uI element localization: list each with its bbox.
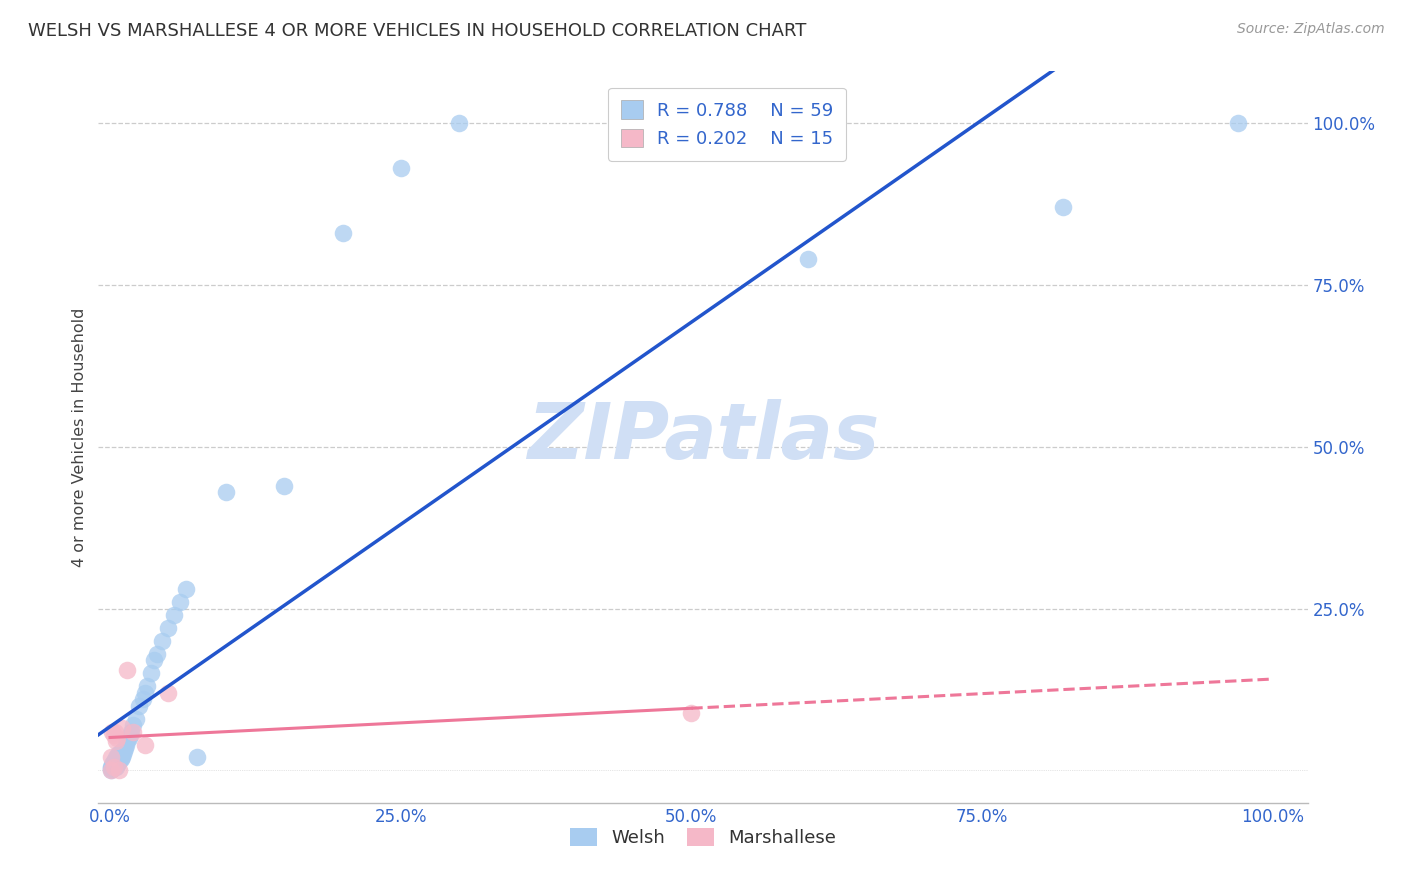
Point xyxy=(103,760,125,774)
Point xyxy=(105,754,128,768)
Point xyxy=(108,764,131,778)
Point xyxy=(100,762,122,776)
Point xyxy=(104,754,127,768)
Point xyxy=(105,750,128,764)
Point xyxy=(186,750,208,764)
Point xyxy=(117,734,139,748)
Point xyxy=(128,698,150,713)
Point xyxy=(110,745,132,759)
Point xyxy=(107,747,129,762)
Point xyxy=(111,747,134,762)
Point xyxy=(105,756,128,771)
Point xyxy=(145,647,167,661)
Point xyxy=(103,728,125,742)
Point xyxy=(150,634,173,648)
Point xyxy=(104,760,127,774)
Point xyxy=(103,760,125,774)
Point xyxy=(174,582,197,597)
Point xyxy=(157,621,180,635)
Point xyxy=(100,764,122,778)
Point xyxy=(157,686,180,700)
Point xyxy=(112,744,135,758)
Point xyxy=(163,608,186,623)
Point xyxy=(100,764,122,778)
Point xyxy=(447,116,470,130)
Point xyxy=(118,728,141,742)
Point xyxy=(101,724,124,739)
Point xyxy=(104,734,127,748)
Point xyxy=(122,718,145,732)
Y-axis label: 4 or more Vehicles in Household: 4 or more Vehicles in Household xyxy=(72,308,87,566)
Point xyxy=(111,744,134,758)
Point xyxy=(107,752,129,766)
Point xyxy=(110,752,132,766)
Point xyxy=(122,724,145,739)
Point xyxy=(104,754,127,768)
Point xyxy=(101,760,124,774)
Point xyxy=(134,686,156,700)
Point xyxy=(101,756,124,771)
Point xyxy=(115,738,138,752)
Text: WELSH VS MARSHALLESE 4 OR MORE VEHICLES IN HOUSEHOLD CORRELATION CHART: WELSH VS MARSHALLESE 4 OR MORE VEHICLES … xyxy=(28,22,807,40)
Point xyxy=(169,595,191,609)
Point xyxy=(101,762,124,776)
Point xyxy=(139,666,162,681)
Text: Source: ZipAtlas.com: Source: ZipAtlas.com xyxy=(1237,22,1385,37)
Point xyxy=(104,750,127,764)
Point xyxy=(100,750,122,764)
Point xyxy=(105,731,128,745)
Point xyxy=(104,724,127,739)
Point xyxy=(111,722,134,736)
Point xyxy=(108,754,131,768)
Point xyxy=(103,758,125,772)
Point xyxy=(143,653,166,667)
Point xyxy=(104,758,127,772)
Point xyxy=(120,724,142,739)
Point xyxy=(131,692,153,706)
Point xyxy=(107,756,129,770)
Point xyxy=(108,747,131,762)
Point xyxy=(796,252,818,266)
Point xyxy=(332,226,354,240)
Point xyxy=(136,679,159,693)
Point xyxy=(104,756,127,771)
Point xyxy=(1052,200,1074,214)
Point xyxy=(104,760,127,774)
Legend: Welsh, Marshallese: Welsh, Marshallese xyxy=(561,819,845,856)
Point xyxy=(681,706,703,721)
Point xyxy=(117,663,139,677)
Point xyxy=(389,161,412,176)
Point xyxy=(134,738,156,752)
Text: ZIPatlas: ZIPatlas xyxy=(527,399,879,475)
Point xyxy=(1226,116,1249,130)
Point xyxy=(118,731,141,745)
Point xyxy=(103,754,125,768)
Point xyxy=(124,712,146,726)
Point xyxy=(114,740,136,755)
Point xyxy=(100,760,122,774)
Point xyxy=(111,750,134,764)
Point xyxy=(215,485,238,500)
Point xyxy=(273,478,295,492)
